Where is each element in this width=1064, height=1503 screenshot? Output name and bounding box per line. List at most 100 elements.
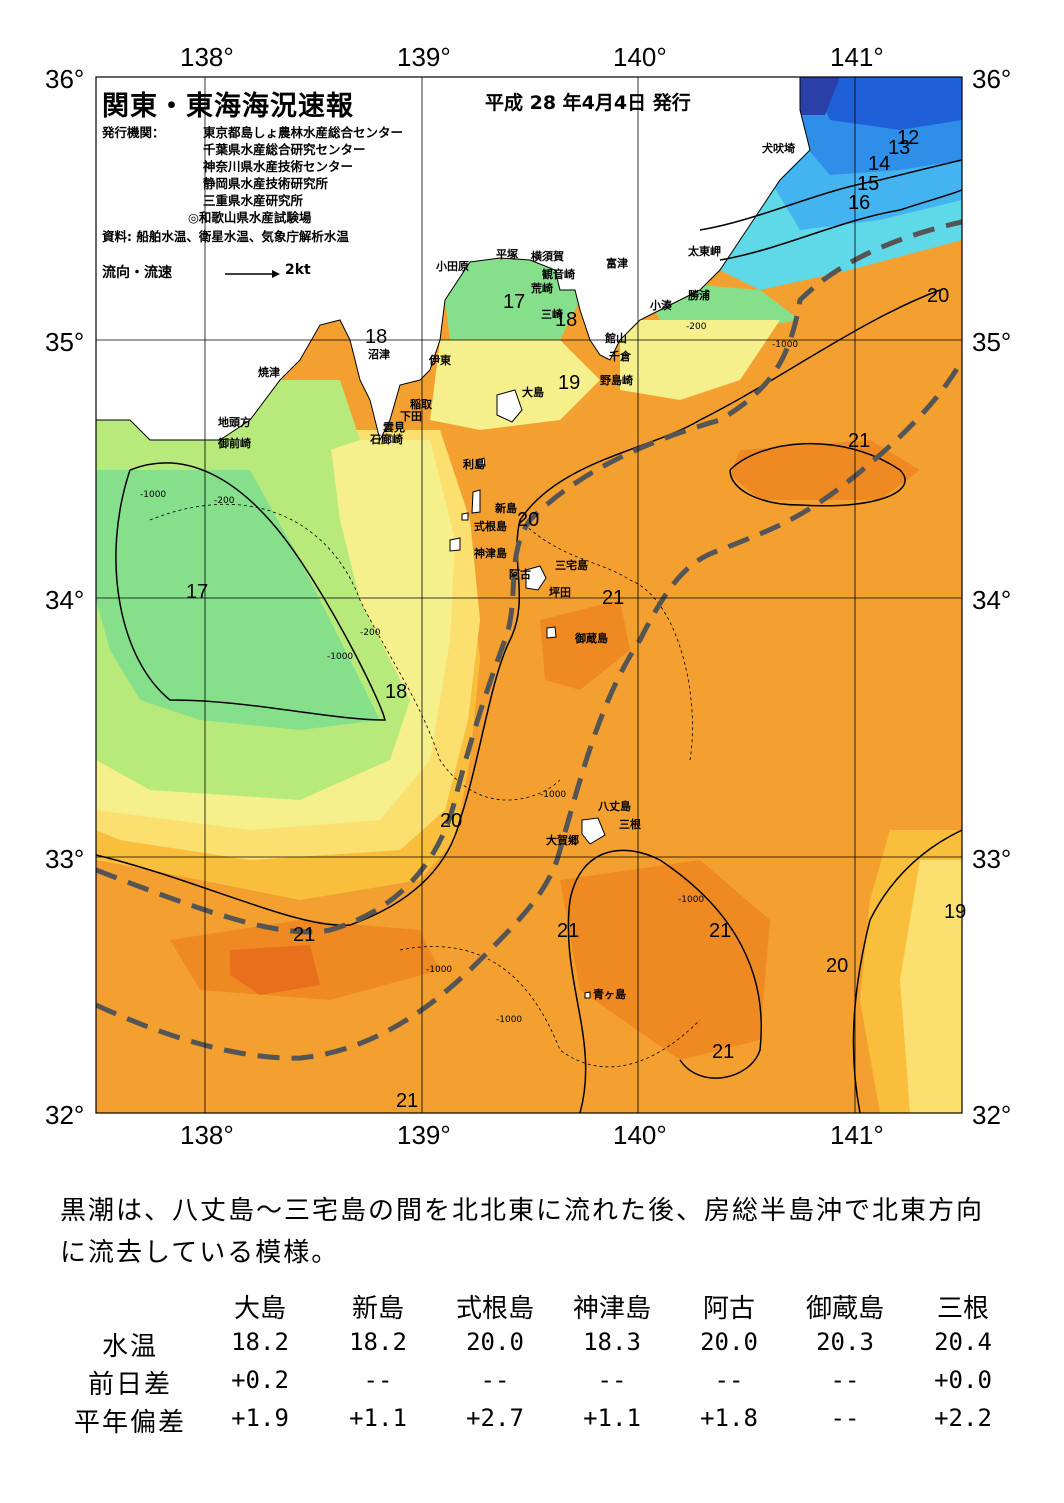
depth-label-1000-d: -1000 <box>678 895 705 905</box>
cell-temp-4: 20.0 <box>700 1328 758 1356</box>
station-header-mikurajima: 御蔵島 <box>805 1294 884 1324</box>
place-omaezaki: 御前崎 <box>218 437 251 450</box>
isotherm-label-16: 16 <box>848 192 871 214</box>
place-okago: 大賀郷 <box>546 834 579 847</box>
row-label-temperature: 水温 <box>101 1332 158 1362</box>
cell-temp-6: 20.4 <box>934 1328 992 1356</box>
island-niijima <box>471 489 481 514</box>
lat-label-left-34: 34° <box>45 585 85 615</box>
isotherm-label-20-southeast: 20 <box>826 955 849 977</box>
island-toshima <box>477 457 486 468</box>
place-kominato: 小湊 <box>650 299 672 312</box>
cell-temp-1: 18.2 <box>349 1328 407 1356</box>
zone-12 <box>790 77 840 115</box>
isotherm-label-21-bottom: 21 <box>396 1090 419 1112</box>
place-kumomi: 雲見 <box>383 421 405 434</box>
cell-temp-3: 18.3 <box>583 1328 641 1356</box>
place-yokosuka: 横須賀 <box>531 250 564 263</box>
cell-diff-3: -- <box>597 1366 627 1394</box>
station-header-niijima: 新島 <box>351 1294 404 1324</box>
map-title: 関東・東海海況速報 <box>102 91 354 122</box>
place-irozaki: 石廊崎 <box>370 433 403 446</box>
lon-label-bottom-141: 141° <box>830 1120 884 1150</box>
depth-label-200-b: -200 <box>360 628 381 638</box>
lat-label-left-33: 33° <box>45 844 85 874</box>
warm-core-southwest-inner <box>230 945 320 995</box>
publisher-4: 静岡県水産技術研究所 <box>203 176 329 191</box>
place-jitogata: 地頭方 <box>218 416 251 429</box>
publisher-2: 千葉県水産総合研究センター <box>203 142 366 157</box>
place-numazu: 沼津 <box>368 348 390 361</box>
place-tateyama: 館山 <box>605 332 627 345</box>
lat-label-right-35: 35° <box>972 327 1012 357</box>
island-hachijojima <box>581 817 606 845</box>
data-sources: 資料: 船舶水温、衛星水温、気象庁解析水温 <box>102 229 349 244</box>
place-taitomisaki: 太東岬 <box>688 245 721 258</box>
zone-13 <box>810 77 962 130</box>
isotherm-label-18-misaki: 18 <box>555 309 578 331</box>
isotherm-label-18-numazu: 18 <box>365 326 388 348</box>
cell-anom-0: +1.9 <box>231 1404 289 1432</box>
place-arasaki: 荒崎 <box>531 282 553 295</box>
isotherm-label-21-south-a: 21 <box>557 920 580 942</box>
place-nojimazaki: 野島崎 <box>600 374 633 387</box>
place-tsubota: 坪田 <box>549 586 571 599</box>
isotherm-label-21-south-c: 21 <box>712 1041 735 1063</box>
place-aogashima: 青ヶ島 <box>593 988 626 1001</box>
depth-label-1000-a: -1000 <box>140 490 167 500</box>
sea-temperature-map <box>95 76 963 1114</box>
island-kozushima <box>449 537 461 552</box>
lon-label-top-140: 140° <box>613 42 667 72</box>
land-kanto <box>96 77 811 442</box>
place-katsuura: 勝浦 <box>688 289 710 302</box>
island-aogashima <box>584 991 591 999</box>
place-odawara: 小田原 <box>436 260 469 273</box>
graticule <box>96 77 962 1113</box>
flow-legend-label: 流向・流速 <box>102 265 172 281</box>
publisher-1: 東京都島しょ農林水産総合センター <box>203 125 404 140</box>
depth-contours <box>149 504 701 1068</box>
place-mitsune: 三根 <box>619 818 641 831</box>
cell-temp-0: 18.2 <box>231 1328 289 1356</box>
lon-label-top-138: 138° <box>180 42 234 72</box>
lat-label-left-32: 32° <box>45 1100 85 1130</box>
station-header-oshima: 大島 <box>233 1294 286 1324</box>
row-label-anomaly: 平年偏差 <box>73 1408 186 1438</box>
place-yaizu: 焼津 <box>258 366 280 379</box>
cell-anom-3: +1.1 <box>583 1404 641 1432</box>
cell-temp-2: 20.0 <box>466 1328 524 1356</box>
depth-label-1000-e: -1000 <box>426 965 453 975</box>
place-chikura: 千倉 <box>609 350 631 363</box>
place-shikinejima: 式根島 <box>474 520 507 533</box>
lat-label-right-34: 34° <box>972 585 1012 615</box>
place-shimoda: 下田 <box>400 410 422 423</box>
cell-anom-2: +2.7 <box>466 1404 524 1432</box>
flow-legend-unit: 2kt <box>285 262 311 278</box>
place-mikurajima: 御蔵島 <box>575 632 608 645</box>
place-kozushima: 神津島 <box>474 547 507 560</box>
isotherm-label-20-hachijo: 20 <box>440 810 463 832</box>
lon-label-bottom-140: 140° <box>613 1120 667 1150</box>
cell-diff-6: +0.0 <box>934 1366 992 1394</box>
place-miyakejima: 三宅島 <box>555 559 588 572</box>
station-header-shikinejima: 式根島 <box>455 1294 534 1324</box>
place-toshima: 利島 <box>463 458 485 471</box>
kuroshio-summary: 黒潮は、八丈島～三宅島の間を北北東に流れた後、房総半島沖で北東方向に流去している… <box>60 1196 985 1268</box>
station-header-kozushima: 神津島 <box>572 1294 651 1324</box>
cell-anom-6: +2.2 <box>934 1404 992 1432</box>
kuroshio-axis <box>96 219 962 1061</box>
station-header-ako: 阿古 <box>702 1294 755 1324</box>
lat-label-right-33: 33° <box>972 844 1012 874</box>
place-ito: 伊東 <box>429 354 451 367</box>
isotherm-label-19: 19 <box>558 372 581 394</box>
depth-label-1000-c: -1000 <box>540 790 567 800</box>
depth-label-200-a: -200 <box>214 496 235 506</box>
lon-label-top-139: 139° <box>397 42 451 72</box>
lat-label-left-36: 36° <box>45 64 85 94</box>
cell-anom-4: +1.8 <box>700 1404 758 1432</box>
lon-label-bottom-139: 139° <box>397 1120 451 1150</box>
station-header-mitsune: 三根 <box>936 1294 989 1324</box>
depth-label-200-c: -200 <box>686 322 707 332</box>
depth-label-1000-f: -1000 <box>496 1015 523 1025</box>
island-oshima <box>496 389 523 423</box>
